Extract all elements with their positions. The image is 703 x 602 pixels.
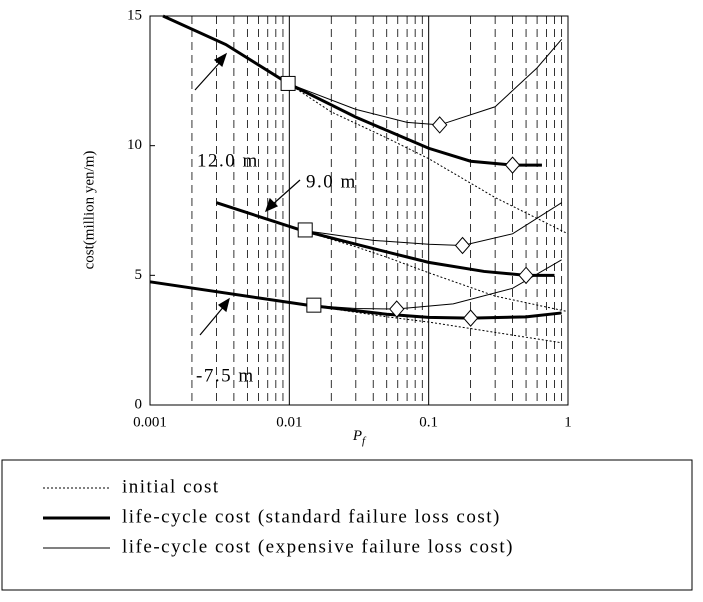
marker-diamond <box>389 300 405 318</box>
plot-frame <box>149 15 569 406</box>
x-tick-label: 1 <box>564 414 572 430</box>
legend-box <box>1 459 693 591</box>
marker-diamond <box>504 156 521 174</box>
y-tick-label: 15 <box>127 7 142 23</box>
marker-square <box>297 222 313 238</box>
legend-label: life-cycle cost (standard failure loss c… <box>122 506 501 527</box>
annotation: 12.0 m <box>197 150 259 171</box>
series-line <box>216 201 555 277</box>
marker-diamond <box>462 309 479 327</box>
x-axis-label: Pf <box>352 428 367 446</box>
x-tick-label: 0.1 <box>419 414 438 430</box>
marker-diamond <box>518 266 534 285</box>
annotation: 9.0 m <box>306 171 357 192</box>
marker-diamond <box>454 236 471 255</box>
y-tick-label: 5 <box>135 267 143 283</box>
annotation: -7.5 m <box>196 365 255 386</box>
legend-label: life-cycle cost (expensive failure loss … <box>122 536 514 557</box>
x-tick-label: 0.001 <box>133 414 167 430</box>
series-line <box>162 15 563 126</box>
y-tick-label: 10 <box>127 137 142 153</box>
y-tick-label: 0 <box>135 396 143 412</box>
x-tick-label: 0.01 <box>276 414 302 430</box>
y-axis-label: cost(million yen/m) <box>81 151 97 270</box>
legend-label: initial cost <box>122 476 220 497</box>
marker-diamond <box>432 116 448 134</box>
series-line <box>162 14 542 167</box>
marker-square <box>306 297 322 313</box>
marker-square <box>280 75 296 91</box>
arrows <box>194 52 301 336</box>
series-line <box>162 15 569 235</box>
